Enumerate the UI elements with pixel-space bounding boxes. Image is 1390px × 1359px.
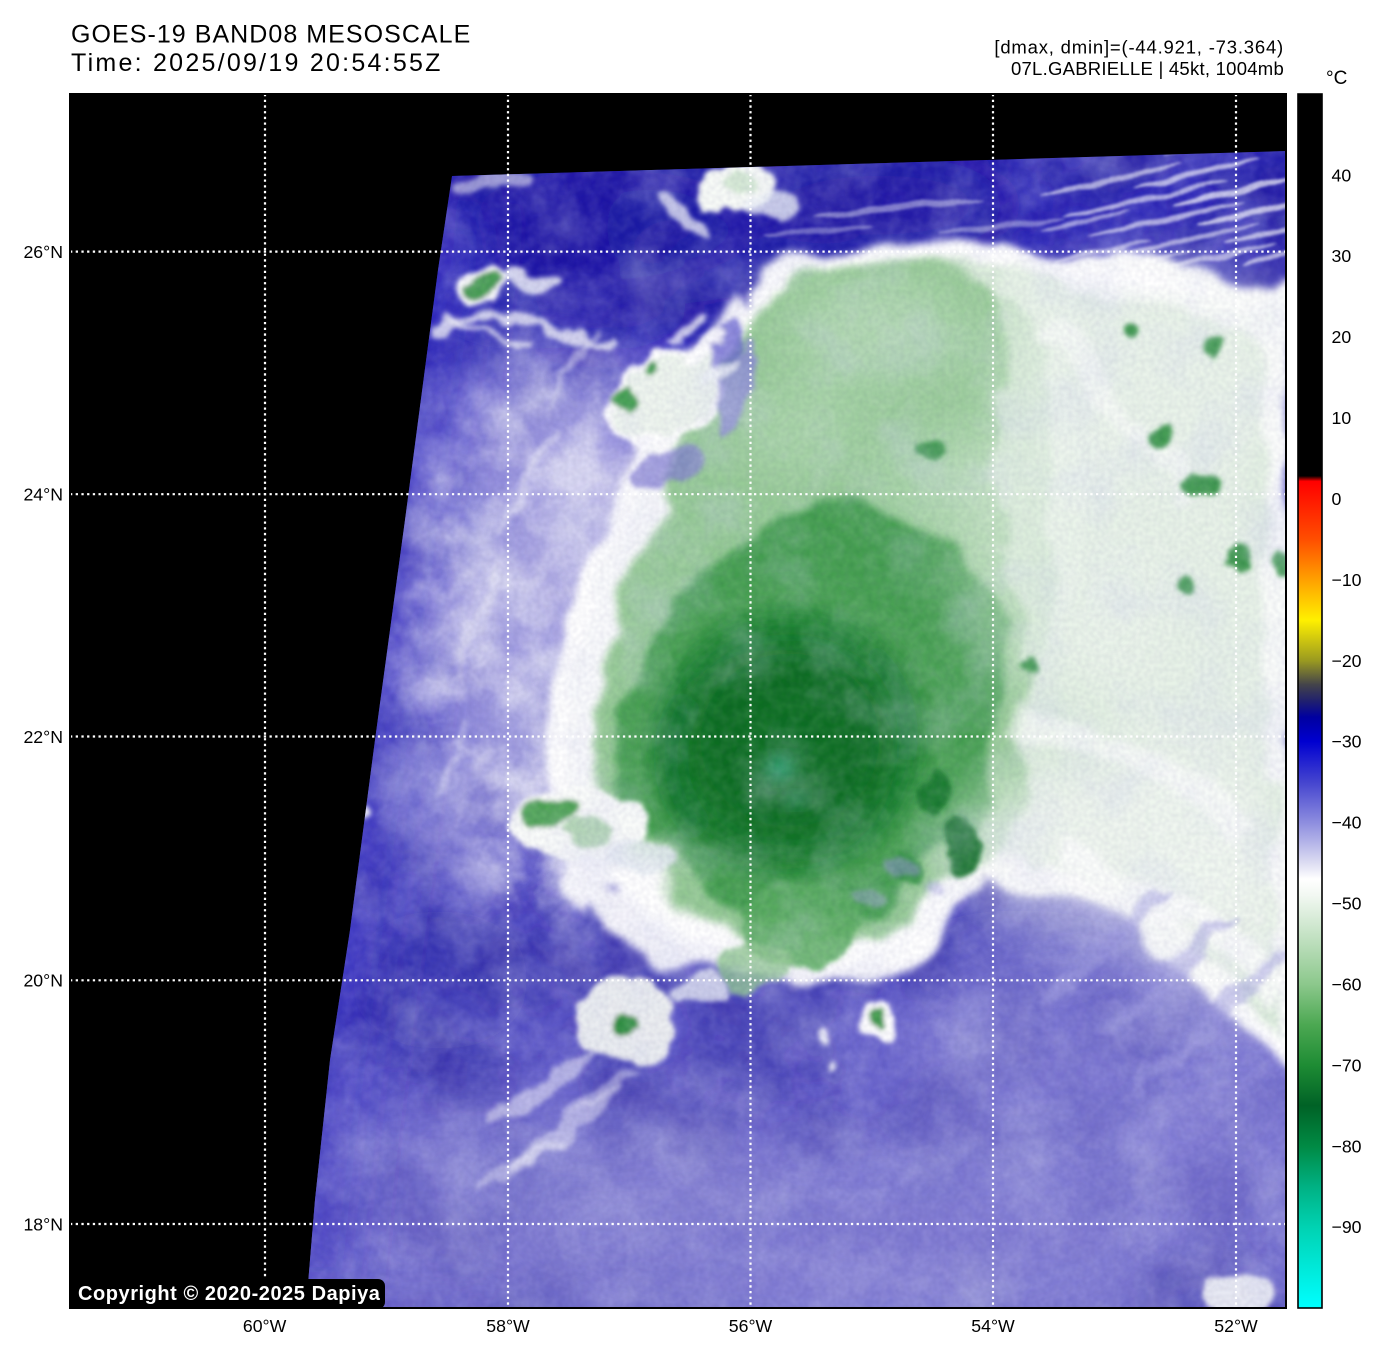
svg-text:−20: −20 bbox=[1332, 651, 1362, 671]
svg-text:30: 30 bbox=[1332, 246, 1352, 266]
svg-text:GOES-19 BAND08 MESOSCALE: GOES-19 BAND08 MESOSCALE bbox=[71, 21, 471, 49]
svg-text:−10: −10 bbox=[1332, 570, 1362, 590]
svg-text:−80: −80 bbox=[1332, 1136, 1362, 1156]
svg-text:52°W: 52°W bbox=[1214, 1316, 1258, 1336]
svg-text:20°N: 20°N bbox=[23, 971, 63, 991]
svg-text:−40: −40 bbox=[1332, 813, 1362, 833]
svg-text:−70: −70 bbox=[1332, 1055, 1362, 1075]
svg-text:−30: −30 bbox=[1332, 732, 1362, 752]
svg-text:07L.GABRIELLE | 45kt, 1004mb: 07L.GABRIELLE | 45kt, 1004mb bbox=[1011, 58, 1284, 79]
svg-text:Time: 2025/09/19 20:54:55Z: Time: 2025/09/19 20:54:55Z bbox=[71, 49, 443, 77]
svg-text:24°N: 24°N bbox=[23, 485, 63, 505]
svg-text:54°W: 54°W bbox=[971, 1316, 1015, 1336]
svg-text:−50: −50 bbox=[1332, 894, 1362, 914]
svg-text:[dmax, dmin]=(-44.921, -73.364: [dmax, dmin]=(-44.921, -73.364) bbox=[994, 37, 1284, 58]
svg-text:26°N: 26°N bbox=[23, 242, 63, 262]
svg-text:°C: °C bbox=[1326, 68, 1347, 89]
svg-text:10: 10 bbox=[1332, 408, 1352, 428]
svg-text:−90: −90 bbox=[1332, 1217, 1362, 1237]
svg-text:58°W: 58°W bbox=[486, 1316, 530, 1336]
svg-text:40: 40 bbox=[1332, 165, 1352, 185]
svg-text:56°W: 56°W bbox=[729, 1316, 773, 1336]
svg-text:22°N: 22°N bbox=[23, 727, 63, 747]
svg-text:Copyright © 2020-2025 Dapiya: Copyright © 2020-2025 Dapiya bbox=[78, 1283, 381, 1305]
svg-text:20: 20 bbox=[1332, 327, 1352, 347]
svg-text:−60: −60 bbox=[1332, 974, 1362, 994]
svg-text:60°W: 60°W bbox=[243, 1316, 287, 1336]
svg-text:0: 0 bbox=[1332, 489, 1342, 509]
svg-text:18°N: 18°N bbox=[23, 1214, 63, 1234]
